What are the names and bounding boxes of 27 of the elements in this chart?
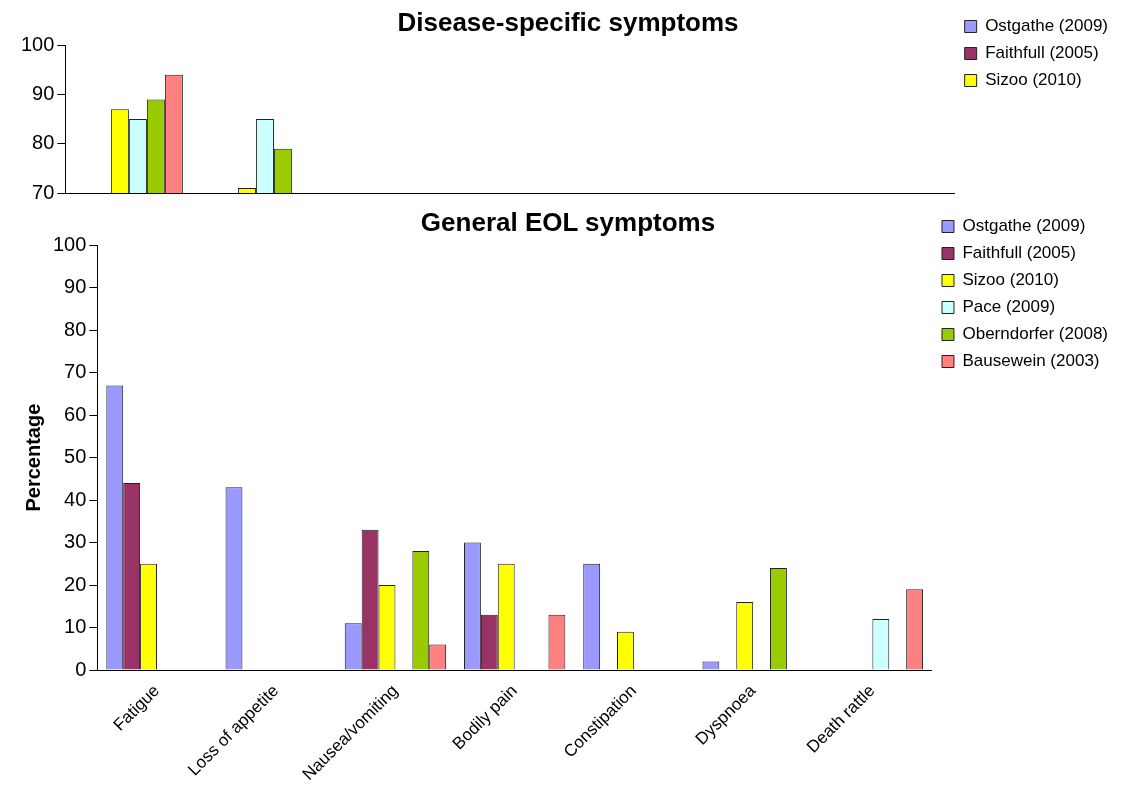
y-tick-label: 70 [64, 360, 87, 383]
y-tick-label: 50 [64, 445, 87, 468]
y-tick-label: 30 [64, 530, 87, 553]
y-tick-label: 100 [52, 232, 87, 255]
y-tick-label: 80 [32, 131, 55, 154]
legend-label: Ostgathe (2009) [985, 16, 1109, 36]
y-tick-label: 40 [64, 487, 87, 510]
y-tick-label: 90 [32, 81, 55, 104]
legend-label: Sizoo (2010) [985, 70, 1082, 90]
legend-label: Sizoo (2010) [962, 270, 1059, 290]
legend-label: Oberndorfer (2008) [962, 324, 1109, 344]
y-tick-label: 70 [32, 180, 55, 203]
legend-label: Faithfull (2005) [962, 243, 1076, 263]
y-axis-title: Percentage [21, 403, 44, 512]
y-tick-label: 10 [64, 615, 87, 638]
y-tick-label: 90 [64, 275, 87, 298]
legend-label: Faithfull (2005) [985, 43, 1099, 63]
chart-title: General EOL symptoms [420, 206, 716, 237]
legend-label: Pace (2009) [962, 297, 1056, 317]
y-tick-label: 20 [64, 572, 87, 595]
chart-title: Disease-specific symptoms [397, 6, 739, 37]
y-tick-label: 0 [75, 657, 87, 680]
legend-label: Bausewein (2003) [962, 351, 1100, 371]
y-tick-label: 60 [64, 402, 87, 425]
y-tick-label: 100 [20, 32, 55, 55]
y-tick-label: 80 [64, 317, 87, 340]
legend-label: Ostgathe (2009) [962, 216, 1086, 236]
